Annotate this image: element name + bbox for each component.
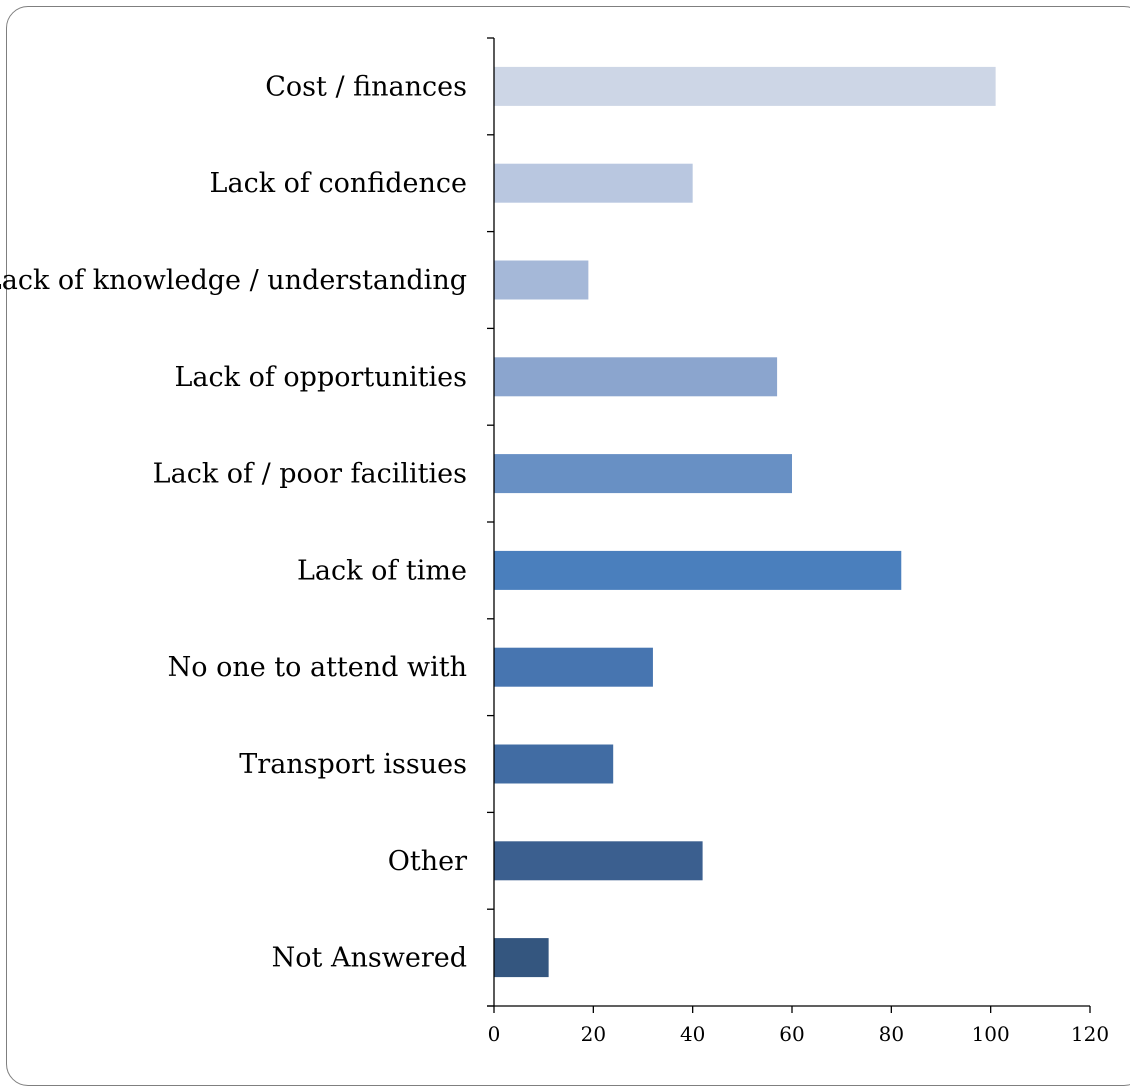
x-tick-label: 20 [581, 1022, 606, 1046]
bar [494, 744, 614, 784]
bar [494, 357, 778, 397]
bar [494, 938, 549, 978]
category-label: Lack of knowledge / understanding [0, 265, 467, 296]
bar [494, 550, 902, 590]
bar-chart: Cost / finances Lack of confidence Lack of… [0, 37, 1109, 1046]
bar [494, 66, 996, 106]
bar [494, 454, 792, 494]
bar [494, 841, 703, 881]
tick-labels-group: 0 20 40 60 80 100 120 [488, 1022, 1109, 1046]
category-labels-group: Cost / finances Lack of confidence Lack of… [0, 71, 467, 973]
category-label: Cost / finances [265, 71, 467, 102]
category-label: Not Answered [272, 943, 467, 974]
x-tick-label: 80 [879, 1022, 904, 1046]
category-label: Lack of opportunities [175, 362, 468, 393]
axes-group [487, 37, 1091, 1013]
category-label: Other [388, 846, 467, 877]
category-label: Lack of / poor facilities [153, 459, 467, 490]
x-tick-label: 0 [488, 1022, 501, 1046]
x-tick-label: 100 [972, 1022, 1010, 1046]
bar [494, 163, 693, 203]
x-tick-label: 60 [779, 1022, 804, 1046]
category-label: Lack of time [297, 555, 467, 586]
bars-group [494, 66, 996, 978]
bar [494, 647, 653, 687]
category-label: No one to attend with [168, 652, 467, 683]
x-tick-label: 40 [680, 1022, 705, 1046]
bar [494, 260, 589, 300]
category-label: Lack of confidence [210, 168, 467, 199]
category-label: Transport issues [239, 749, 467, 780]
x-tick-label: 120 [1071, 1022, 1109, 1046]
